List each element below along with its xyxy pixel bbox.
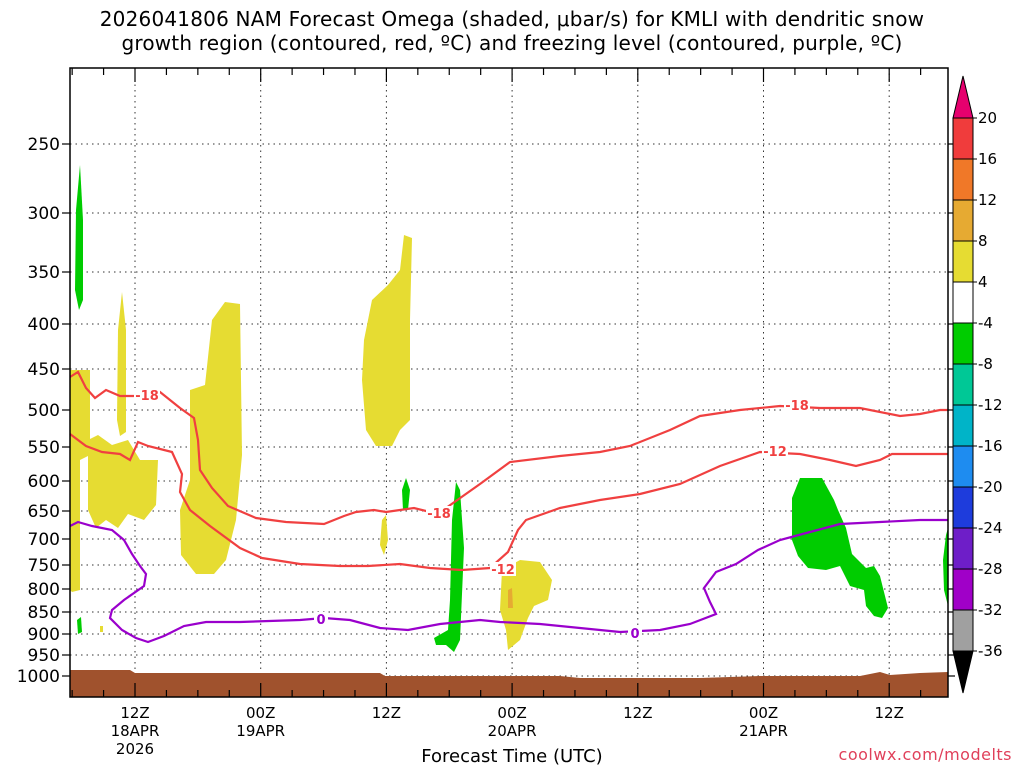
colorbar-label: -4 xyxy=(978,314,993,332)
x-tick-label-time: 12Z xyxy=(120,704,149,722)
colorbar-bottom-arrow xyxy=(952,650,974,694)
x-tick-label-time: 12Z xyxy=(623,704,652,722)
colorbar-swatch xyxy=(952,363,974,406)
contour-line-minus-12 xyxy=(69,433,948,572)
x-tick-label-time: 00Z xyxy=(749,704,778,722)
x-tick-label-date: 20APR xyxy=(488,722,537,740)
omega-region-green xyxy=(402,478,410,510)
colorbar-swatch xyxy=(952,281,974,324)
omega-region-yellow xyxy=(180,302,242,574)
colorbar-label: -24 xyxy=(978,519,1003,537)
y-tick-label: 350 xyxy=(28,263,60,283)
x-tick-label-time: 00Z xyxy=(497,704,526,722)
colorbar-top-arrow xyxy=(952,75,974,119)
x-tick-label-time: 12Z xyxy=(875,704,904,722)
y-tick-label: 450 xyxy=(28,360,60,380)
colorbar-swatch xyxy=(952,322,974,365)
colorbar-swatch xyxy=(952,527,974,570)
colorbar-label: -12 xyxy=(978,396,1003,414)
colorbar-swatch xyxy=(952,158,974,201)
omega-region-green xyxy=(792,478,888,618)
omega-region-yellow xyxy=(362,235,412,446)
x-tick-label-time: 00Z xyxy=(246,704,275,722)
y-tick-label: 850 xyxy=(28,603,60,623)
omega-region-green xyxy=(943,528,948,606)
colorbar-swatch xyxy=(952,568,974,611)
contour-label-zero: 0 xyxy=(316,613,325,628)
chart-title-line-1: 2026041806 NAM Forecast Omega (shaded, μ… xyxy=(99,7,925,31)
colorbar-label: -8 xyxy=(978,355,993,373)
omega-region-green xyxy=(77,617,82,634)
y-tick-label: 250 xyxy=(28,135,60,155)
colorbar-swatch xyxy=(952,240,974,283)
x-tick-label-time: 12Z xyxy=(372,704,401,722)
omega-region-yellow xyxy=(380,515,388,555)
colorbar-label: 20 xyxy=(978,109,997,127)
plot-frame xyxy=(69,67,949,698)
y-tick-label: 800 xyxy=(28,580,60,600)
terrain xyxy=(70,670,948,697)
y-axis: 2503003504004505005506006507007508008509… xyxy=(17,135,955,687)
colorbar-label: -16 xyxy=(978,437,1003,455)
x-tick-label-date: 19APR xyxy=(236,722,285,740)
y-tick-label: 900 xyxy=(28,625,60,645)
contour-label-minus-18: -18 xyxy=(135,389,159,404)
colorbar-label: -20 xyxy=(978,478,1003,496)
y-tick-label: 1000 xyxy=(17,667,60,687)
colorbar-swatch xyxy=(952,486,974,529)
x-tick-label-date: 18APR xyxy=(111,722,160,740)
credit-link[interactable]: coolwx.com/modelts xyxy=(838,745,1012,764)
omega-shading xyxy=(70,165,948,652)
omega-region-yellow xyxy=(100,626,103,632)
y-tick-label: 550 xyxy=(28,438,60,458)
colorbar-label: 4 xyxy=(978,273,988,291)
colorbar-swatch xyxy=(952,609,974,652)
colorbar-label: -28 xyxy=(978,560,1003,578)
y-tick-label: 750 xyxy=(28,556,60,576)
colorbar-label: -32 xyxy=(978,601,1003,619)
omega-region-yellow xyxy=(508,588,513,608)
omega-region-green xyxy=(434,482,464,652)
colorbar-label: 12 xyxy=(978,191,997,209)
colorbar-label: 16 xyxy=(978,150,997,168)
contour-line-freezing-0 xyxy=(69,518,948,644)
contour-labels: -18 -18 -18 -12 -12 0 0 xyxy=(134,388,810,642)
omega-region-yellow xyxy=(88,435,158,528)
colorbar-swatch xyxy=(952,117,974,160)
contour-label-minus-18: -18 xyxy=(785,399,809,414)
y-tick-label: 500 xyxy=(28,401,60,421)
contour-label-zero: 0 xyxy=(630,627,639,642)
contour-label-minus-12: -12 xyxy=(491,563,515,578)
colorbar-label: -36 xyxy=(978,642,1003,660)
chart-title-line-2: growth region (contoured, red, ºC) and f… xyxy=(121,31,903,55)
x-axis-title: Forecast Time (UTC) xyxy=(421,746,603,767)
contour-label-minus-18: -18 xyxy=(427,507,451,522)
omega-region-yellow xyxy=(117,292,126,436)
y-tick-label: 650 xyxy=(28,502,60,522)
colorbar-swatch xyxy=(952,199,974,242)
y-tick-label: 400 xyxy=(28,315,60,335)
colorbar-swatch xyxy=(952,404,974,447)
omega-region-yellow xyxy=(70,370,90,592)
y-tick-label: 700 xyxy=(28,530,60,550)
colorbar-swatch xyxy=(952,445,974,488)
contour-label-minus-12: -12 xyxy=(763,445,787,460)
x-tick-label-year: 2026 xyxy=(116,740,154,758)
x-tick-label-date: 21APR xyxy=(739,722,788,740)
omega-region-yellow xyxy=(500,560,552,650)
y-tick-label: 300 xyxy=(28,204,60,224)
y-tick-label: 950 xyxy=(28,646,60,666)
colorbar: 20 16 12 8 4 -4 -8 -12 -16 -20 -24 -28 -32 -36 xyxy=(952,75,1003,694)
colorbar-label: 8 xyxy=(978,232,988,250)
y-tick-label: 600 xyxy=(28,472,60,492)
omega-region-green xyxy=(75,165,83,310)
